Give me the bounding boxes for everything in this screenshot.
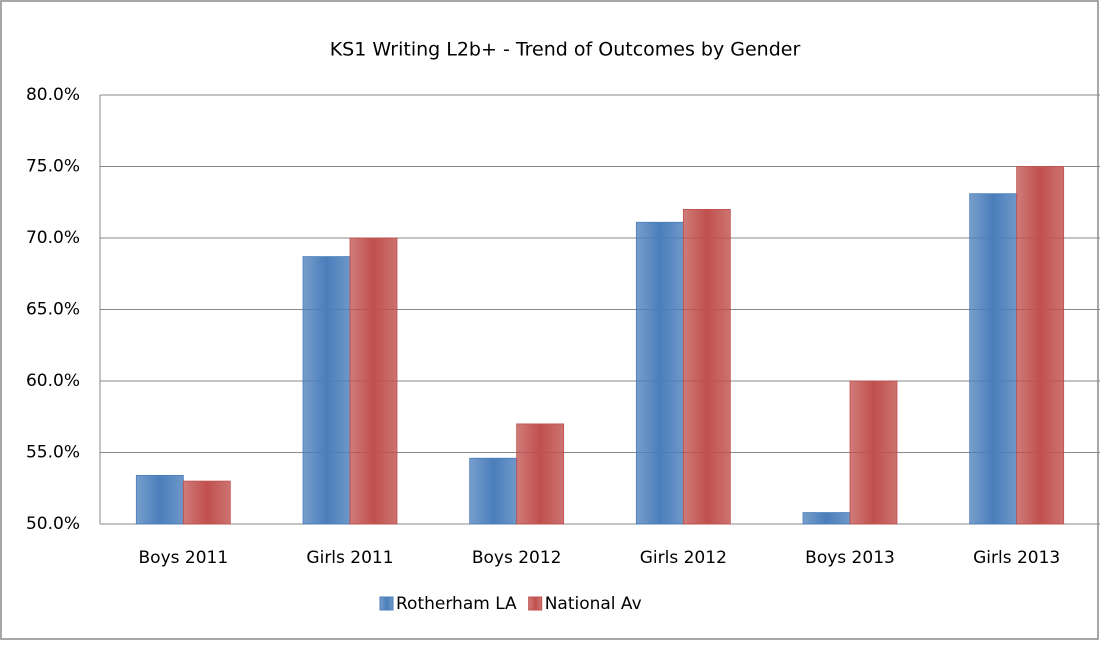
x-tick-label: Girls 2012: [640, 548, 727, 568]
x-tick-label: Boys 2011: [139, 548, 229, 568]
chart-title: KS1 Writing L2b+ - Trend of Outcomes by …: [330, 39, 801, 61]
y-tick-label: 80.0%: [26, 85, 80, 105]
y-tick-label: 70.0%: [26, 228, 80, 248]
x-tick-label: Girls 2013: [973, 548, 1060, 568]
bar: [135, 474, 184, 525]
bar: [1016, 166, 1065, 525]
legend-swatch: [379, 596, 394, 611]
legend-swatch: [528, 596, 543, 611]
bar: [969, 193, 1018, 525]
y-tick-label: 65.0%: [26, 300, 80, 320]
bar: [802, 512, 851, 525]
legend-label: National Av: [545, 594, 642, 614]
x-tick-label: Girls 2011: [306, 548, 393, 568]
x-tick-label: Boys 2013: [805, 548, 895, 568]
y-tick-label: 55.0%: [26, 443, 80, 463]
bar: [682, 208, 731, 525]
bar: [849, 380, 898, 525]
bar: [349, 237, 398, 525]
legend-label: Rotherham LA: [396, 594, 517, 614]
bar: [516, 423, 565, 525]
bar: [182, 480, 231, 525]
y-tick-label: 50.0%: [26, 514, 80, 534]
x-tick-label: Boys 2012: [472, 548, 562, 568]
bar: [469, 457, 518, 525]
y-tick-label: 60.0%: [26, 371, 80, 391]
bar: [302, 256, 351, 525]
bar: [635, 221, 684, 525]
y-tick-label: 75.0%: [26, 157, 80, 177]
